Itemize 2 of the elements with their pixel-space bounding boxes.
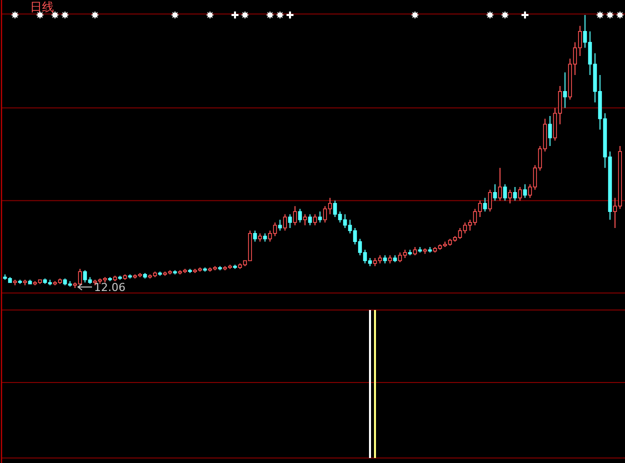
chart-title: 日线 [30, 0, 54, 14]
annotation: 12.06 [94, 281, 126, 294]
